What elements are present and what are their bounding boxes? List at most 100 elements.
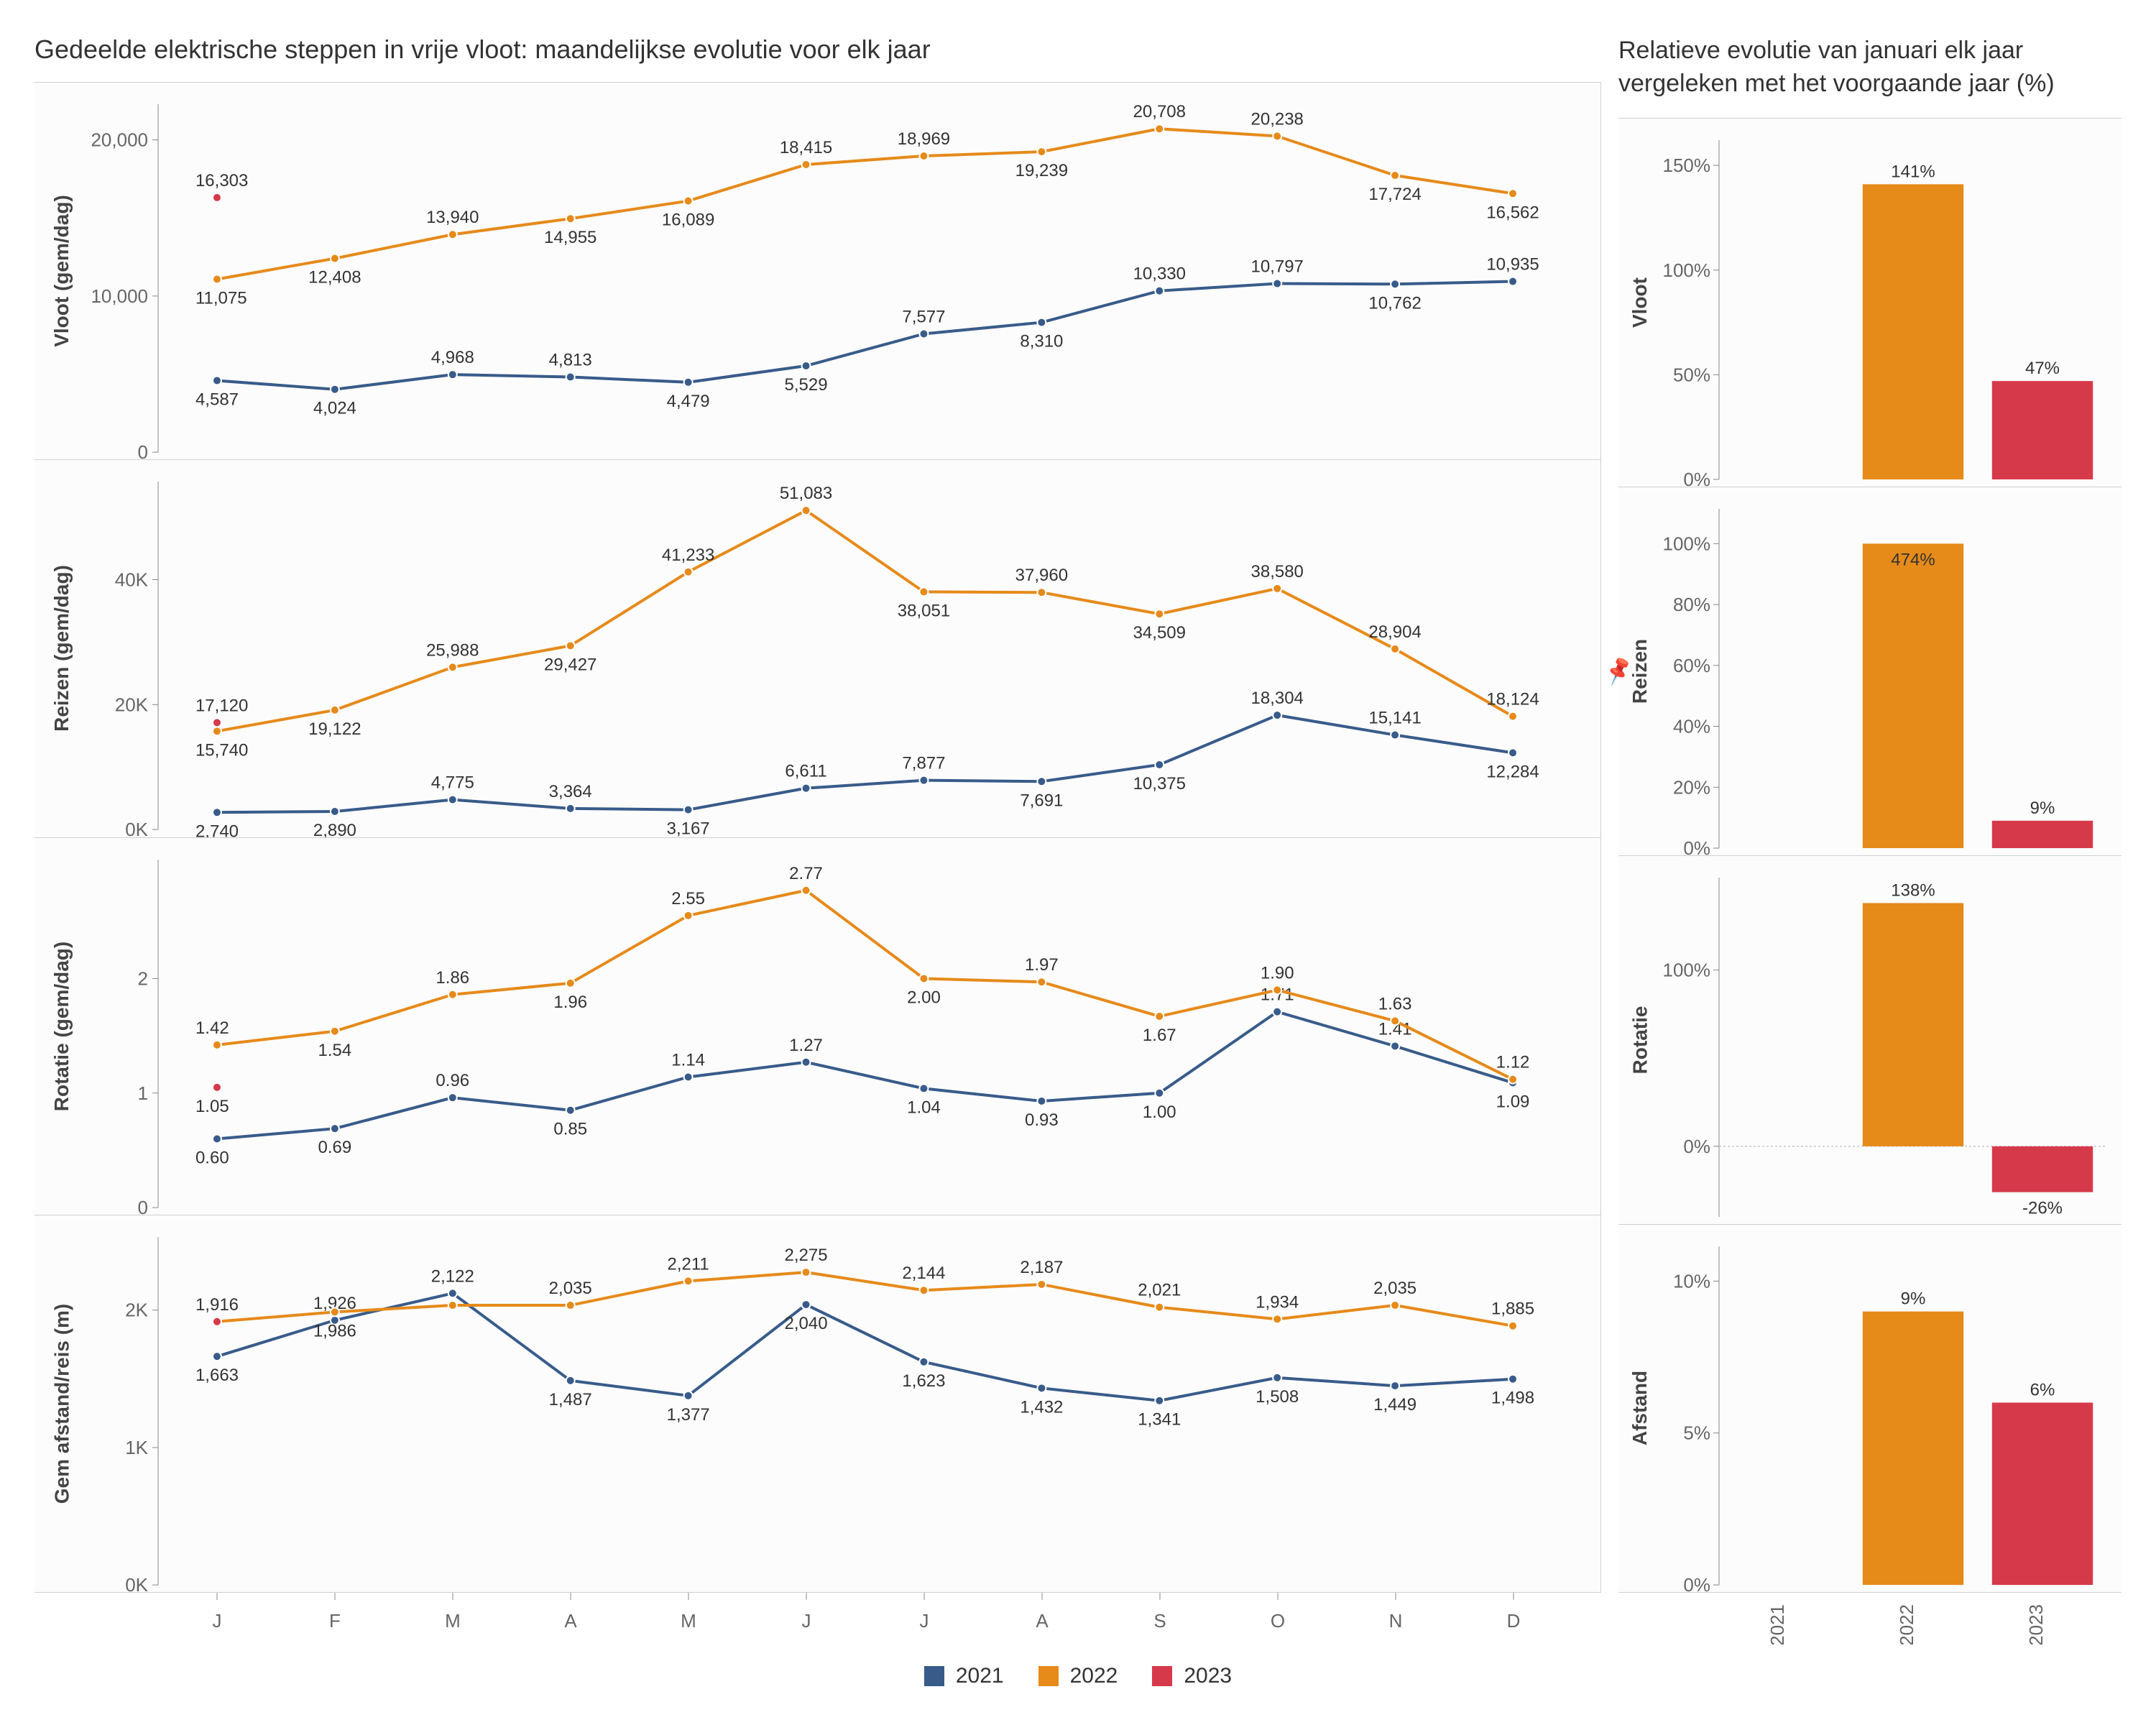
svg-text:1,986: 1,986 <box>313 1321 356 1340</box>
svg-text:9%: 9% <box>2030 799 2055 818</box>
svg-text:38,580: 38,580 <box>1251 562 1304 581</box>
svg-text:0%: 0% <box>1683 837 1710 855</box>
svg-text:40K: 40K <box>115 569 149 591</box>
bar-chart-rotatie: 0%100%138%-26% <box>1662 856 2122 1224</box>
svg-text:20%: 20% <box>1673 776 1710 798</box>
svg-text:0: 0 <box>138 441 148 459</box>
bar-rotatie-2023 <box>1992 1146 2093 1192</box>
top-row: Gedeelde elektrische steppen in vrije vl… <box>34 34 2122 1644</box>
month-axis-row: JFMAMJJASOND <box>34 1593 1601 1644</box>
svg-text:2022: 2022 <box>1896 1604 1917 1644</box>
svg-text:M: M <box>681 1610 696 1632</box>
svg-text:141%: 141% <box>1891 162 1935 181</box>
svg-text:2.55: 2.55 <box>671 888 705 908</box>
svg-text:1.42: 1.42 <box>195 1018 229 1037</box>
legend-swatch-2021 <box>924 1666 944 1686</box>
svg-text:4,813: 4,813 <box>549 351 592 370</box>
svg-text:2023: 2023 <box>2025 1604 2047 1644</box>
svg-text:20,238: 20,238 <box>1251 109 1304 129</box>
svg-text:60%: 60% <box>1673 655 1710 676</box>
svg-text:0%: 0% <box>1683 1136 1710 1157</box>
svg-text:1,498: 1,498 <box>1491 1388 1534 1407</box>
svg-text:10,797: 10,797 <box>1251 257 1304 277</box>
svg-text:9%: 9% <box>1901 1289 1926 1308</box>
svg-text:1.96: 1.96 <box>553 992 587 1011</box>
svg-text:37,960: 37,960 <box>1015 566 1068 585</box>
ylabel-rotatie: Rotatie (gem/dag) <box>50 941 73 1110</box>
svg-text:18,415: 18,415 <box>780 138 832 157</box>
legend-label-2023: 2023 <box>1184 1664 1232 1688</box>
svg-text:1,885: 1,885 <box>1491 1299 1534 1318</box>
line-charts-column: Gedeelde elektrische steppen in vrije vl… <box>34 34 1601 1644</box>
svg-text:J: J <box>920 1610 929 1632</box>
bar-afstand-2022 <box>1863 1311 1963 1584</box>
svg-text:13,940: 13,940 <box>426 208 479 227</box>
svg-text:28,904: 28,904 <box>1368 622 1421 642</box>
bar-reizen-2023 <box>1992 821 2093 848</box>
svg-text:1,508: 1,508 <box>1256 1387 1299 1407</box>
svg-text:18,124: 18,124 <box>1486 690 1539 709</box>
legend-label-2021: 2021 <box>956 1664 1004 1688</box>
svg-text:1,487: 1,487 <box>549 1390 592 1409</box>
svg-text:D: D <box>1507 1610 1521 1632</box>
month-axis: JFMAMJJASOND <box>89 1593 1601 1644</box>
legend-swatch-2022 <box>1038 1666 1059 1686</box>
svg-text:2,211: 2,211 <box>667 1254 709 1274</box>
svg-text:0%: 0% <box>1683 469 1710 487</box>
svg-text:M: M <box>445 1610 461 1632</box>
line-panel-vloot: Vloot (gem/dag)010,00020,0004,5874,0244,… <box>34 83 1600 460</box>
svg-text:0.60: 0.60 <box>195 1148 229 1167</box>
svg-text:5,529: 5,529 <box>785 375 828 395</box>
svg-text:2: 2 <box>138 967 148 989</box>
svg-text:A: A <box>1036 1610 1049 1632</box>
svg-text:1,663: 1,663 <box>195 1366 239 1385</box>
bar-panel-afstand: Afstand0%5%10%9%6% <box>1618 1225 2122 1593</box>
svg-text:19,239: 19,239 <box>1015 161 1068 180</box>
svg-text:20,000: 20,000 <box>91 129 148 151</box>
svg-text:20,708: 20,708 <box>1133 102 1186 121</box>
svg-text:1.09: 1.09 <box>1496 1092 1530 1111</box>
line-chart-vloot: 010,00020,0004,5874,0244,9684,8134,4795,… <box>89 83 1600 459</box>
svg-text:7,577: 7,577 <box>902 307 945 326</box>
svg-text:16,089: 16,089 <box>662 211 714 230</box>
line-panel-rotatie: Rotatie (gem/dag)0120.600.690.960.851.14… <box>34 838 1600 1215</box>
legend-item-2022: 2022 <box>1038 1664 1118 1688</box>
svg-text:51,083: 51,083 <box>780 484 832 503</box>
svg-text:4,479: 4,479 <box>667 392 710 411</box>
svg-text:1.67: 1.67 <box>1143 1026 1176 1045</box>
svg-text:J: J <box>213 1610 222 1632</box>
svg-text:10,762: 10,762 <box>1368 293 1421 313</box>
svg-text:14,955: 14,955 <box>544 228 596 247</box>
bar-ylabel-vloot: Vloot <box>1628 277 1651 328</box>
svg-text:10,000: 10,000 <box>91 285 148 307</box>
legend-swatch-2023 <box>1152 1666 1172 1686</box>
legend-label-2022: 2022 <box>1070 1664 1118 1688</box>
svg-text:10,330: 10,330 <box>1133 264 1186 284</box>
svg-text:15,740: 15,740 <box>195 741 248 760</box>
svg-text:1,449: 1,449 <box>1373 1395 1416 1414</box>
svg-text:0.69: 0.69 <box>318 1138 352 1157</box>
svg-text:1,623: 1,623 <box>902 1371 945 1391</box>
bar-rotatie-2022 <box>1863 903 1963 1146</box>
svg-text:0K: 0K <box>125 1574 148 1592</box>
svg-text:2K: 2K <box>125 1299 148 1320</box>
svg-text:16,303: 16,303 <box>195 171 248 190</box>
svg-text:S: S <box>1153 1610 1166 1632</box>
svg-text:0%: 0% <box>1683 1574 1710 1592</box>
svg-text:150%: 150% <box>1663 155 1711 176</box>
legend: 2021 2022 2023 <box>34 1644 2122 1708</box>
svg-text:1.97: 1.97 <box>1025 955 1059 975</box>
bar-afstand-2023 <box>1992 1402 2093 1585</box>
bar-vloot-2022 <box>1863 184 1963 479</box>
bar-chart-vloot: 0%50%100%150%141%47% <box>1662 119 2122 487</box>
svg-text:2,890: 2,890 <box>313 821 356 837</box>
svg-text:0.93: 0.93 <box>1025 1110 1059 1129</box>
svg-text:10,935: 10,935 <box>1486 255 1539 275</box>
svg-text:18,304: 18,304 <box>1251 689 1304 708</box>
svg-text:2,187: 2,187 <box>1020 1258 1063 1277</box>
svg-text:J: J <box>802 1610 811 1632</box>
svg-text:1.63: 1.63 <box>1378 994 1412 1013</box>
svg-text:10,375: 10,375 <box>1133 774 1186 794</box>
line-chart-afstand: 0K1K2K1,6631,9262,1221,4871,3772,0401,62… <box>89 1215 1600 1592</box>
bar-panel-rotatie: Rotatie0%100%138%-26% <box>1618 856 2122 1225</box>
